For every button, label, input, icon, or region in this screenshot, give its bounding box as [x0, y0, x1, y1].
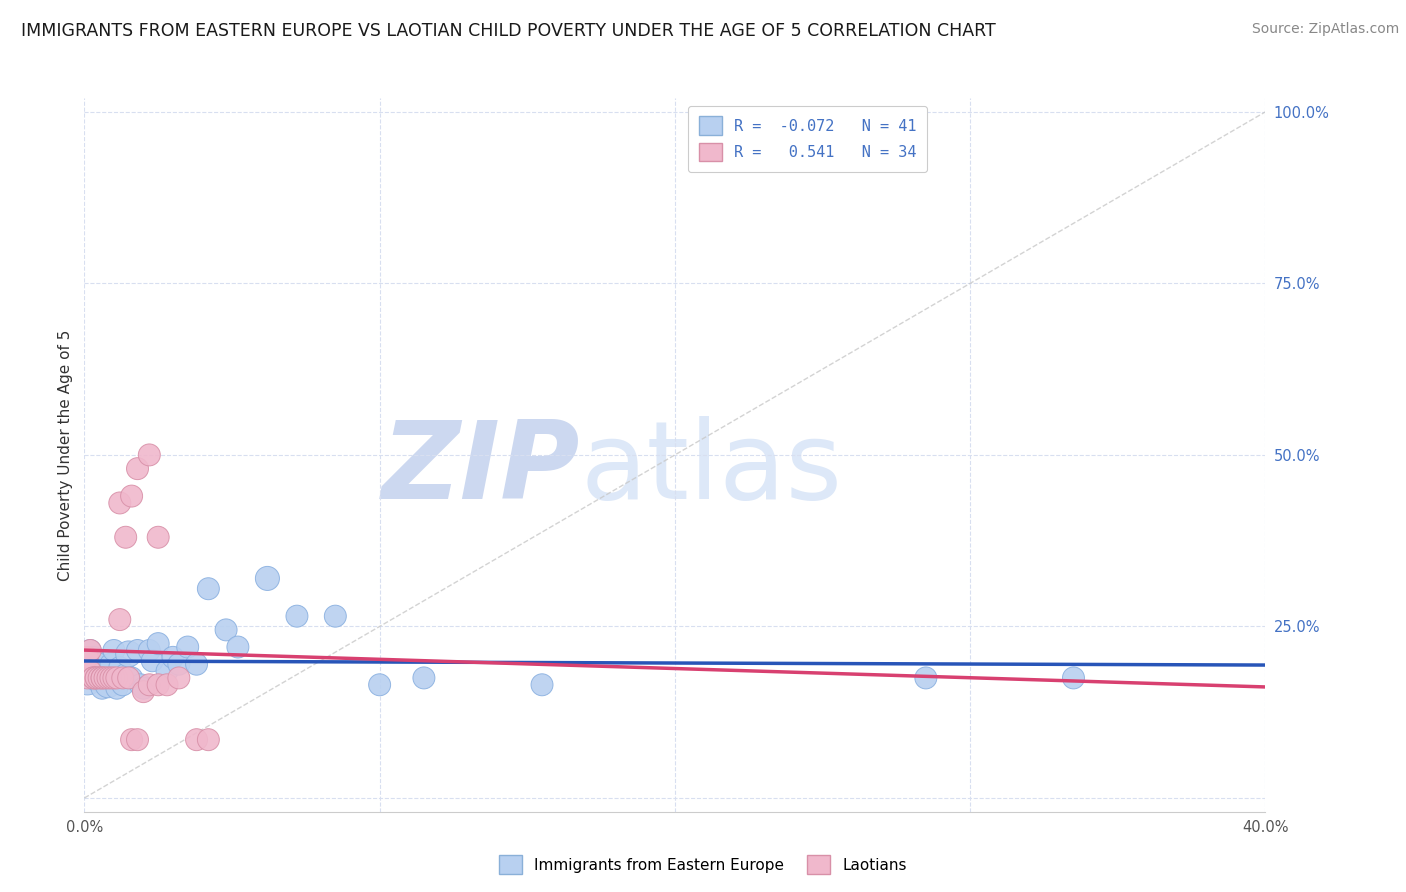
Point: [100, 671, 122, 685]
Point: [76, 671, 98, 685]
Point: [108, 660, 131, 674]
Text: Source: ZipAtlas.com: Source: ZipAtlas.com: [1251, 22, 1399, 37]
Point: [79, 643, 101, 657]
Point: [162, 650, 184, 665]
Point: [103, 643, 125, 657]
Point: [186, 732, 208, 747]
Point: [79, 643, 101, 657]
Y-axis label: Child Poverty Under the Age of 5: Child Poverty Under the Age of 5: [58, 329, 73, 581]
Point: [132, 681, 155, 696]
Point: [148, 530, 170, 544]
Point: [91, 671, 114, 685]
Point: [138, 448, 160, 462]
Point: [914, 671, 936, 685]
Point: [197, 582, 219, 596]
Point: [141, 654, 163, 668]
Point: [129, 678, 152, 692]
Text: atlas: atlas: [581, 417, 842, 522]
Point: [138, 678, 160, 692]
Point: [108, 613, 131, 627]
Point: [82, 671, 104, 685]
Point: [79, 664, 101, 678]
Point: [118, 647, 141, 661]
Point: [167, 671, 190, 685]
Point: [167, 657, 190, 672]
Point: [368, 678, 391, 692]
Point: [156, 664, 179, 678]
Text: IMMIGRANTS FROM EASTERN EUROPE VS LAOTIAN CHILD POVERTY UNDER THE AGE OF 5 CORRE: IMMIGRANTS FROM EASTERN EUROPE VS LAOTIA…: [21, 22, 995, 40]
Point: [79, 657, 101, 672]
Point: [226, 640, 249, 654]
Point: [94, 671, 117, 685]
Point: [177, 640, 200, 654]
Point: [105, 681, 128, 696]
Point: [91, 671, 114, 685]
Point: [76, 650, 98, 665]
Point: [323, 609, 347, 624]
Point: [285, 609, 308, 624]
Point: [82, 650, 104, 665]
Point: [121, 671, 143, 685]
Point: [82, 671, 104, 685]
Point: [156, 678, 179, 692]
Point: [127, 643, 149, 657]
Point: [256, 571, 278, 585]
Point: [111, 678, 134, 692]
Point: [127, 732, 149, 747]
Point: [84, 671, 107, 685]
Point: [1063, 671, 1085, 685]
Point: [530, 678, 553, 692]
Point: [148, 637, 170, 651]
Point: [76, 671, 98, 685]
Point: [138, 643, 160, 657]
Point: [132, 684, 155, 698]
Point: [127, 461, 149, 475]
Point: [84, 671, 107, 685]
Point: [82, 671, 104, 685]
Legend: Immigrants from Eastern Europe, Laotians: Immigrants from Eastern Europe, Laotians: [494, 849, 912, 880]
Point: [197, 732, 219, 747]
Point: [84, 671, 107, 685]
Point: [215, 623, 238, 637]
Legend: R =  -0.072   N = 41, R =   0.541   N = 34: R = -0.072 N = 41, R = 0.541 N = 34: [688, 106, 927, 172]
Point: [97, 678, 120, 692]
Point: [87, 671, 111, 685]
Point: [118, 671, 141, 685]
Point: [413, 671, 436, 685]
Point: [97, 671, 120, 685]
Point: [94, 671, 117, 685]
Point: [111, 671, 134, 685]
Point: [108, 496, 131, 510]
Text: ZIP: ZIP: [382, 417, 581, 522]
Point: [100, 657, 122, 672]
Point: [87, 657, 111, 672]
Point: [103, 671, 125, 685]
Point: [105, 671, 128, 685]
Point: [121, 732, 143, 747]
Point: [148, 678, 170, 692]
Point: [121, 489, 143, 503]
Point: [114, 530, 136, 544]
Point: [87, 667, 111, 681]
Point: [91, 681, 114, 696]
Point: [114, 667, 136, 681]
Point: [186, 657, 208, 672]
